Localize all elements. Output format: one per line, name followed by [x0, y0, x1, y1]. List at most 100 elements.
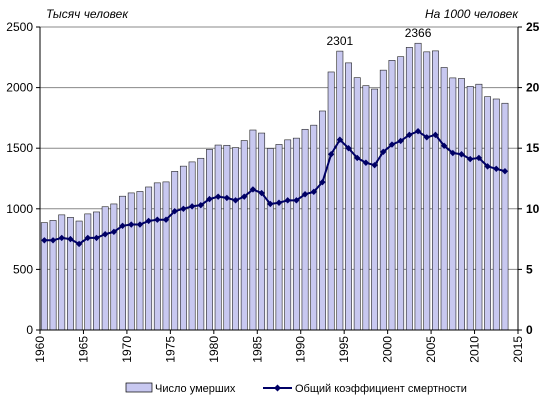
left-axis-unit: Тысяч человек — [46, 7, 129, 21]
y-right-tick-label: 20 — [526, 81, 540, 95]
x-tick-label: 1965 — [76, 336, 90, 363]
line-point — [58, 234, 65, 242]
line-point — [119, 222, 126, 229]
x-tick-label: 1970 — [120, 336, 134, 363]
bar — [388, 60, 396, 331]
bar — [284, 139, 292, 331]
bar — [145, 186, 153, 331]
bar — [327, 71, 335, 331]
y-right-ticks: 0 5 10 15 20 25 — [518, 20, 540, 337]
line-point — [310, 188, 317, 196]
line-point — [336, 136, 344, 143]
line-point — [206, 195, 213, 203]
line-point — [110, 228, 118, 236]
bar — [319, 110, 326, 331]
y-left-ticks: 0 500 1000 1500 2000 2500 — [6, 20, 40, 337]
bar — [501, 102, 509, 331]
legend: Число умерших Общий коэффициент смертнос… — [125, 382, 467, 395]
bar — [440, 67, 448, 331]
line-point — [467, 155, 474, 163]
line-point — [223, 194, 231, 202]
line-point — [128, 221, 135, 228]
bar — [275, 144, 283, 331]
line-point — [136, 221, 144, 228]
annotations: 2301 2366 — [326, 26, 431, 48]
line-point — [232, 197, 239, 204]
line-point — [180, 205, 187, 212]
x-tick-label: 1985 — [250, 336, 264, 363]
line-point — [249, 186, 257, 193]
bar — [197, 157, 205, 331]
y-left-tick-label: 1500 — [6, 141, 33, 155]
line-point — [93, 234, 100, 242]
line-point — [293, 197, 300, 204]
line-point — [388, 141, 396, 148]
bar — [362, 85, 370, 331]
y-left-tick-label: 0 — [26, 323, 33, 337]
line-point — [475, 154, 483, 162]
line-point — [67, 235, 74, 243]
bar — [484, 96, 492, 331]
legend-bar-label: Число умерших — [155, 383, 236, 395]
line-point — [267, 200, 274, 208]
line-point — [319, 178, 326, 186]
bar — [301, 128, 309, 331]
bar — [492, 98, 500, 331]
bar — [110, 203, 118, 331]
line-point — [414, 128, 422, 135]
line-point — [493, 165, 500, 172]
y-left-tick-label: 2000 — [6, 81, 33, 95]
line-point — [275, 199, 283, 206]
line-point — [101, 231, 109, 238]
line-series — [41, 128, 509, 248]
bar — [66, 217, 74, 331]
line-point — [49, 237, 57, 244]
y-right-tick-label: 15 — [526, 141, 540, 155]
y-right-tick-label: 5 — [526, 262, 533, 276]
line-point — [241, 193, 248, 200]
data-label: 2366 — [405, 26, 432, 40]
bar — [371, 88, 379, 331]
bars-series — [40, 42, 509, 331]
line-point — [432, 131, 439, 139]
line-point — [458, 151, 465, 158]
line-point — [284, 197, 291, 204]
x-tick-label: 2000 — [381, 336, 395, 363]
line-point — [406, 131, 413, 139]
line-point — [371, 161, 378, 169]
line-point — [258, 189, 265, 197]
bar — [258, 132, 266, 331]
bar — [458, 78, 465, 331]
bar — [397, 56, 405, 331]
line-point — [75, 240, 83, 248]
bar — [249, 129, 257, 331]
bar — [101, 206, 109, 331]
bar — [449, 77, 457, 331]
x-tick-label: 1975 — [163, 336, 177, 363]
bar — [223, 144, 231, 331]
line-point — [354, 154, 361, 162]
bar — [153, 182, 161, 331]
bar — [162, 181, 170, 331]
y-left-tick-label: 500 — [13, 262, 33, 276]
line-point — [41, 237, 48, 244]
x-tick-label: 2010 — [468, 336, 482, 363]
line-point — [362, 159, 370, 166]
line-point — [162, 216, 170, 223]
legend-line-label: Общий коэффициент смертности — [295, 383, 467, 395]
line-point — [327, 151, 335, 158]
bar — [232, 147, 239, 331]
bar — [266, 148, 274, 331]
bar — [214, 144, 222, 331]
bar — [292, 137, 300, 331]
legend-bar-swatch — [125, 382, 153, 393]
bar — [379, 69, 387, 331]
bar — [432, 50, 439, 331]
line-point — [171, 208, 178, 215]
line-point — [501, 168, 509, 175]
bar — [475, 83, 483, 331]
bar — [127, 192, 135, 331]
bar — [93, 211, 100, 331]
bar — [336, 50, 344, 331]
bar — [75, 220, 83, 331]
